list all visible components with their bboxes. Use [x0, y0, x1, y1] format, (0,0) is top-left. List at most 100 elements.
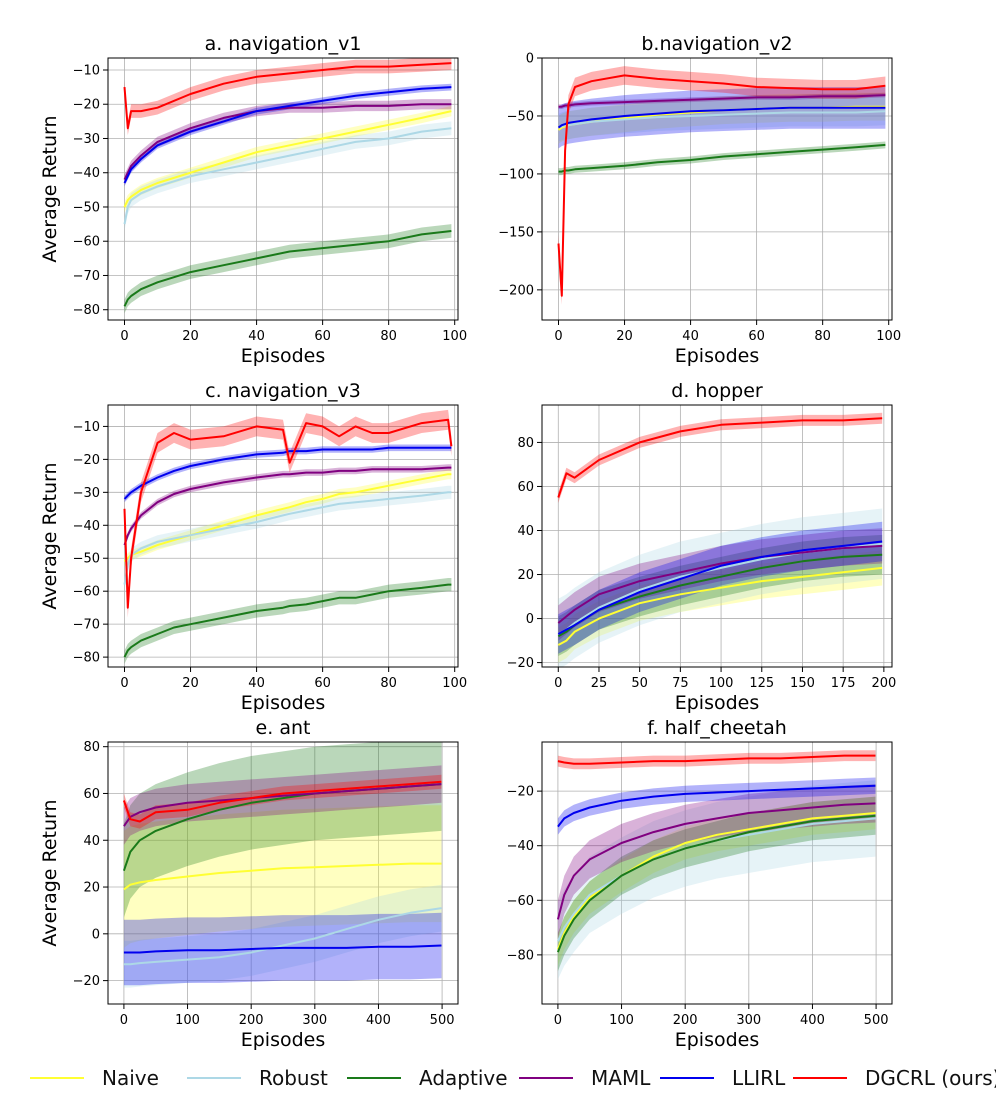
y-tick-label: −30	[73, 132, 100, 147]
y-tick-label: −30	[73, 486, 100, 501]
axes-frame	[107, 741, 459, 1005]
band-adaptive	[557, 796, 876, 972]
series-line-dgcrl-ours	[123, 418, 453, 609]
series-line-dgcrl-ours	[557, 74, 886, 297]
legend-label-maml: MAML	[591, 1066, 651, 1090]
legend-swatch-llirl	[660, 1077, 714, 1079]
x-tick-label: 80	[380, 676, 397, 691]
x-axis-label: Episodes	[241, 1029, 326, 1051]
subplot-title: a. navigation_v1	[205, 33, 362, 55]
subplot-2: 0 20 40 60 80 100 −200 −150 −100 −50 0 b.navigation…	[498, 33, 901, 367]
x-axis-label: Episodes	[675, 692, 760, 714]
y-tick-label: −50	[73, 552, 100, 567]
legend-swatch-dgcrl	[793, 1077, 847, 1079]
subplot-title: f. half_cheetah	[647, 717, 787, 739]
legend-item-dgcrl: DGCRL (ours)	[793, 1058, 996, 1098]
band-maml	[558, 528, 883, 641]
y-tick-label: −10	[73, 420, 100, 435]
legend-swatch-adaptive	[347, 1077, 401, 1079]
series-line-maml	[123, 466, 452, 546]
x-tick-label: 100	[175, 1013, 200, 1028]
band-adaptive	[123, 742, 442, 918]
subplot-title: b.navigation_v2	[641, 33, 792, 55]
y-tick-label: −20	[73, 98, 100, 113]
x-tick-label: 0	[554, 329, 562, 344]
x-tick-label: 400	[800, 1013, 825, 1028]
y-tick-label: −50	[73, 200, 100, 215]
subplot-1: 0 20 40 60 80 100 −80 −70 −60 −50 −40 −30 −20 −10 a. n…	[39, 33, 467, 367]
series-line-naive	[123, 110, 452, 208]
series-line-llirl	[557, 540, 883, 635]
series-line-naive	[123, 862, 442, 891]
x-tick-label: 40	[682, 329, 699, 344]
y-tick-label: 80	[83, 740, 100, 755]
subplot-3: 0 20 40 60 80 100 −80 −70 −60 −50 −40 −30 −20 −10 c. n…	[39, 380, 467, 714]
legend-label-llirl: LLIRL	[732, 1066, 786, 1090]
band-adaptive	[558, 534, 883, 656]
x-tick-label: 0	[554, 1013, 562, 1028]
band-maml	[557, 784, 876, 939]
legend-item-adaptive: Adaptive	[347, 1058, 508, 1098]
band-naive	[558, 92, 886, 144]
legend-item-naive: Naive	[30, 1058, 159, 1098]
legend-swatch-maml	[519, 1077, 573, 1079]
y-tick-label: 0	[92, 927, 100, 942]
band-adaptive	[558, 141, 886, 176]
axes-frame	[107, 57, 459, 321]
band-adaptive	[124, 578, 452, 664]
y-tick-label: −20	[507, 785, 534, 800]
x-tick-label: 100	[442, 329, 467, 344]
y-tick-label: −40	[507, 839, 534, 854]
series-line-adaptive	[556, 814, 876, 953]
y-tick-label: 0	[526, 612, 534, 627]
x-tick-label: 100	[442, 676, 467, 691]
x-tick-label: 100	[876, 329, 901, 344]
y-tick-label: 20	[83, 881, 100, 896]
series-line-naive	[557, 566, 883, 646]
y-tick-label: −200	[498, 283, 534, 298]
axes-frame	[541, 57, 893, 321]
band-llirl	[557, 777, 876, 835]
x-axis-label: Episodes	[675, 345, 760, 367]
y-tick-label: −50	[507, 109, 534, 124]
subplot-6: 0 100 200 300 400 500 −80 −60 −40 −20 f. half_chee…	[507, 717, 893, 1051]
band-maml	[124, 99, 452, 185]
subplot-5: 0 100 200 300 400 500 −20 0 20 40 60 80 e. ant Episod…	[39, 717, 459, 1051]
x-tick-label: 500	[864, 1013, 889, 1028]
y-tick-label: −80	[73, 651, 100, 666]
band-naive	[123, 805, 442, 948]
x-tick-label: 300	[736, 1013, 761, 1028]
legend-item-llirl: LLIRL	[660, 1058, 785, 1098]
band-dgcrl-ours	[558, 412, 883, 503]
x-tick-label: 40	[248, 329, 265, 344]
y-tick-label: −10	[73, 63, 100, 78]
series-line-llirl	[123, 86, 452, 184]
subplot-title: d. hopper	[671, 380, 763, 402]
y-axis-label: Average Return	[39, 799, 61, 946]
series-line-naive	[123, 473, 452, 563]
x-tick-label: 75	[672, 676, 689, 691]
band-naive	[124, 469, 452, 567]
legend-label-naive: Naive	[102, 1066, 159, 1090]
y-tick-label: 40	[517, 524, 534, 539]
x-tick-label: 80	[814, 329, 831, 344]
x-tick-label: 50	[631, 676, 648, 691]
subplot-title: e. ant	[256, 717, 311, 739]
band-robust	[123, 884, 442, 988]
legend-label-robust: Robust	[259, 1066, 328, 1090]
series-line-adaptive	[123, 583, 452, 658]
y-tick-label: −40	[73, 519, 100, 534]
x-tick-label: 40	[248, 676, 265, 691]
band-naive	[124, 105, 452, 213]
x-tick-label: 0	[120, 329, 128, 344]
y-tick-label: −80	[73, 303, 100, 318]
y-tick-label: −20	[73, 974, 100, 989]
x-tick-label: 25	[591, 676, 608, 691]
x-tick-label: 125	[749, 676, 774, 691]
series-line-dgcrl-ours	[123, 62, 452, 130]
subplot-4: 0 25 50 75 100 125 150 175 200 −20 0 20 40 60 80 d. hop…	[507, 380, 897, 714]
x-tick-label: 20	[182, 676, 199, 691]
legend-swatch-robust	[187, 1077, 241, 1079]
band-naive	[557, 796, 876, 966]
x-axis-label: Episodes	[241, 345, 326, 367]
